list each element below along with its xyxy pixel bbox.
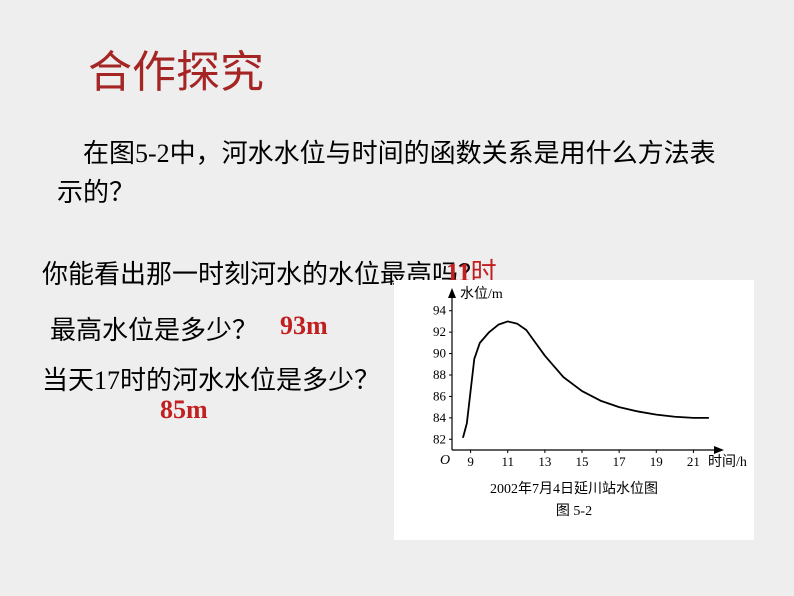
svg-text:13: 13: [538, 454, 551, 469]
question-4: 当天17时的河水水位是多少？: [42, 360, 380, 397]
svg-text:88: 88: [433, 367, 446, 382]
question-1-text: 在图5-2中，河水水位与时间的函数关系是用什么方法表示的？: [57, 139, 716, 207]
answer-4: 85m: [160, 395, 208, 425]
chart-svg: 82 84 86 88 90 92 94 9 11 13 15 17 19 21 水位/m 时间/h O: [394, 280, 754, 470]
svg-text:9: 9: [467, 454, 474, 469]
svg-text:时间/h: 时间/h: [708, 454, 747, 470]
q4-suffix: 时的河水水位是多少？: [120, 366, 380, 395]
svg-text:94: 94: [433, 303, 447, 318]
svg-text:11: 11: [501, 454, 514, 469]
chart-caption: 2002年7月4日延川站水位图: [394, 478, 754, 498]
slide-title: 合作探究: [88, 36, 264, 100]
chart-figure-label: 图 5-2: [394, 500, 754, 520]
svg-text:86: 86: [433, 388, 447, 403]
svg-text:15: 15: [576, 454, 589, 469]
svg-text:21: 21: [687, 454, 700, 469]
svg-text:82: 82: [433, 431, 446, 446]
question-3: 最高水位是多少？: [50, 310, 258, 347]
svg-text:84: 84: [433, 410, 447, 425]
svg-text:17: 17: [613, 454, 627, 469]
svg-text:19: 19: [650, 454, 663, 469]
q4-prefix: 当天: [42, 366, 94, 395]
svg-text:92: 92: [433, 324, 446, 339]
answer-3: 93m: [280, 311, 328, 341]
svg-text:O: O: [440, 453, 450, 468]
svg-text:水位/m: 水位/m: [460, 286, 503, 302]
svg-text:90: 90: [433, 346, 446, 361]
q4-num: 17: [94, 366, 120, 395]
water-level-chart: 82 84 86 88 90 92 94 9 11 13 15 17 19 21 水位/m 时间/h O 200…: [394, 280, 754, 540]
question-1: 在图5-2中，河水水位与时间的函数关系是用什么方法表示的？: [57, 134, 737, 212]
